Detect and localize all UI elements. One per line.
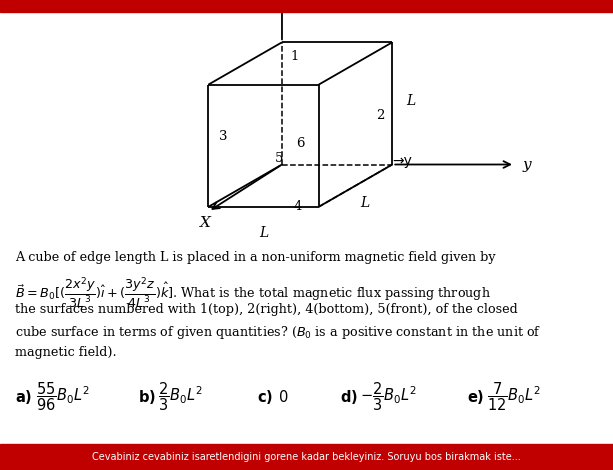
Text: $-\dfrac{2}{3}B_0L^2$: $-\dfrac{2}{3}B_0L^2$ <box>360 381 417 414</box>
Text: $\mathbf{d)}$: $\mathbf{d)}$ <box>340 388 358 406</box>
Text: 5: 5 <box>275 152 283 165</box>
Text: magnetic field).: magnetic field). <box>15 346 117 360</box>
Text: $\mathbf{b)}$: $\mathbf{b)}$ <box>138 388 156 406</box>
Text: $\dfrac{7}{12}B_0L^2$: $\dfrac{7}{12}B_0L^2$ <box>487 381 541 414</box>
Text: A cube of edge length L is placed in a non-uniform magnetic field given by: A cube of edge length L is placed in a n… <box>15 251 496 265</box>
Text: $\mathbf{c)}$: $\mathbf{c)}$ <box>257 388 273 406</box>
Text: $0$: $0$ <box>278 389 288 405</box>
Text: L: L <box>360 196 370 210</box>
Text: 3: 3 <box>219 130 228 143</box>
Text: $\vec{B} = B_0[(\dfrac{2x^2y}{3L^3})\hat{\imath} + (\dfrac{3y^2z}{4L^3})\hat{k}]: $\vec{B} = B_0[(\dfrac{2x^2y}{3L^3})\hat… <box>15 275 491 310</box>
Text: $\mathbf{e)}$: $\mathbf{e)}$ <box>467 388 484 406</box>
Text: 6: 6 <box>296 137 305 150</box>
Text: cube surface in terms of given quantities? ($B_0$ is a positive constant in the : cube surface in terms of given quantitie… <box>15 324 542 341</box>
Text: the surfaces numbered with 1(top), 2(right), 4(bottom), 5(front), of the closed: the surfaces numbered with 1(top), 2(rig… <box>15 303 518 316</box>
Text: 2: 2 <box>376 109 384 122</box>
Text: $\dfrac{55}{96}B_0L^2$: $\dfrac{55}{96}B_0L^2$ <box>36 381 89 414</box>
Text: L: L <box>406 94 415 108</box>
Text: L: L <box>259 226 268 240</box>
Text: $\dfrac{2}{3}B_0L^2$: $\dfrac{2}{3}B_0L^2$ <box>158 381 202 414</box>
Text: $\mathbf{a)}$: $\mathbf{a)}$ <box>15 388 32 406</box>
Bar <box>0 444 613 470</box>
Text: Cevabiniz cevabiniz isaretlendigini gorene kadar bekleyiniz. Soruyu bos birakmak: Cevabiniz cevabiniz isaretlendigini gore… <box>92 452 521 462</box>
Bar <box>0 0 613 12</box>
Text: 1: 1 <box>290 50 299 63</box>
Text: →y: →y <box>392 154 412 167</box>
Text: X: X <box>200 216 211 230</box>
Text: y: y <box>522 157 531 172</box>
Text: 4: 4 <box>293 200 302 213</box>
